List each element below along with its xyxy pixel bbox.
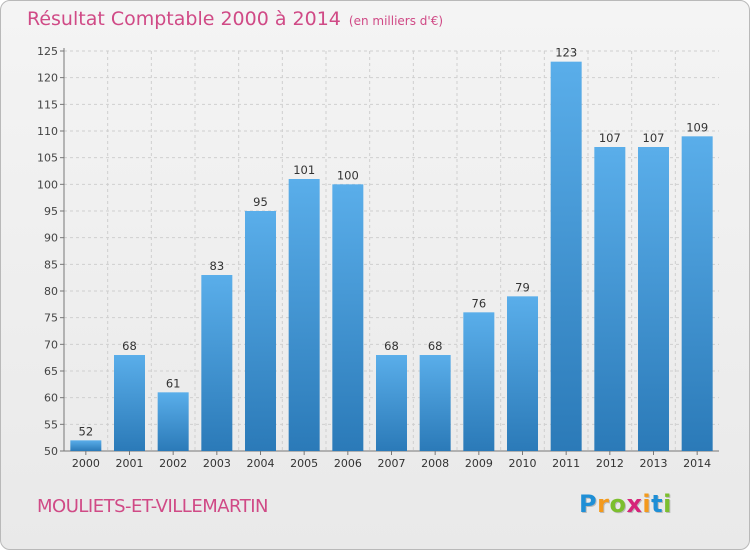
data-label: 52 — [79, 424, 94, 438]
x-tick-label: 2014 — [683, 457, 711, 470]
commune-name: MOULIETS-ET-VILLEMARTIN — [37, 496, 269, 517]
data-label: 68 — [122, 339, 137, 353]
logo-letter: r — [597, 490, 610, 518]
logo-letter: o — [609, 490, 627, 518]
bar — [594, 147, 626, 451]
logo-letter: i — [642, 490, 652, 518]
logo-letter: P — [579, 490, 598, 518]
data-label: 76 — [472, 296, 487, 310]
x-tick-label: 2005 — [290, 457, 318, 470]
y-tick-label: 100 — [37, 178, 58, 191]
bar — [463, 312, 495, 451]
data-label: 100 — [337, 168, 359, 182]
y-tick-label: 80 — [44, 285, 58, 298]
x-tick-label: 2012 — [596, 457, 624, 470]
x-tick-label: 2000 — [72, 457, 100, 470]
x-tick-label: 2003 — [203, 457, 231, 470]
y-tick-label: 95 — [44, 205, 58, 218]
data-labels: 52 68 61 83 95 101 100 68 68 76 79 123 107 107 109 — [79, 46, 709, 439]
logo-letter: t — [651, 490, 664, 518]
x-tick-label: 2004 — [247, 457, 275, 470]
x-tick-label: 2001 — [116, 457, 144, 470]
bar — [638, 147, 669, 451]
data-label: 95 — [253, 195, 268, 209]
bar — [288, 179, 320, 451]
chart-title-text: Résultat Comptable 2000 à 2014 — [27, 8, 341, 30]
y-tick-label: 110 — [37, 125, 58, 138]
chart-title: Résultat Comptable 2000 à 2014 (en millie… — [27, 8, 443, 30]
y-tick-label: 70 — [44, 338, 58, 351]
y-tick-label: 75 — [44, 312, 58, 325]
axes: 50 55 60 65 70 75 80 85 90 95 100 105 110 115 120 125 20… — [37, 45, 719, 470]
x-tick-label: 2011 — [552, 457, 580, 470]
bar — [507, 296, 538, 451]
data-label: 83 — [210, 259, 225, 273]
y-tick-label: 125 — [37, 45, 58, 58]
data-label: 101 — [293, 163, 315, 177]
bar — [376, 355, 407, 451]
bar — [70, 440, 102, 451]
logo-letter: i — [663, 490, 672, 518]
y-tick-label: 85 — [44, 258, 58, 271]
y-tick-label: 105 — [37, 152, 58, 165]
bar — [157, 392, 189, 451]
bar — [114, 355, 145, 451]
x-tick-label: 2010 — [509, 457, 537, 470]
x-tick-label: 2002 — [159, 457, 187, 470]
x-tick-label: 2013 — [640, 457, 668, 470]
bars — [70, 61, 713, 452]
gridlines — [64, 50, 719, 452]
data-label: 123 — [555, 46, 577, 60]
y-tick-label: 115 — [37, 98, 58, 111]
bar — [201, 275, 233, 451]
data-label: 109 — [686, 120, 708, 134]
y-tick-label: 120 — [37, 72, 58, 85]
chart-subtitle: (en milliers d'€) — [348, 14, 444, 28]
data-label: 68 — [428, 339, 443, 353]
proxiti-logo: Proxiti — [579, 490, 672, 518]
y-tick-label: 60 — [44, 392, 58, 405]
y-tick-label: 55 — [44, 418, 58, 431]
bar — [332, 184, 364, 452]
x-tick-label: 2006 — [334, 457, 362, 470]
y-tick-label: 50 — [44, 445, 58, 458]
x-tick-label: 2008 — [421, 457, 449, 470]
bar — [681, 136, 713, 452]
data-label: 107 — [599, 131, 621, 145]
y-tick-label: 90 — [44, 232, 58, 245]
bar — [245, 211, 276, 451]
x-tick-label: 2009 — [465, 457, 493, 470]
x-tick-label: 2007 — [378, 457, 406, 470]
data-label: 107 — [643, 131, 665, 145]
logo-letter: x — [626, 490, 643, 518]
bar — [550, 61, 582, 452]
y-tick-label: 65 — [44, 365, 58, 378]
bar — [419, 355, 451, 451]
data-label: 79 — [515, 280, 530, 294]
data-label: 68 — [384, 339, 399, 353]
data-label: 61 — [166, 376, 181, 390]
